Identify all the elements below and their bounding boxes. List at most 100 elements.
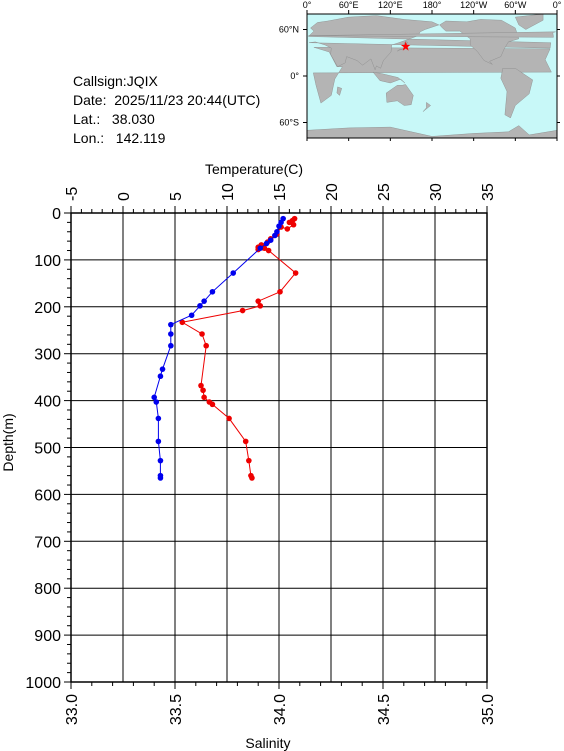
temperature-point [246,457,252,464]
bottom-axis-title: Salinity [245,735,290,751]
salinity-point [155,438,162,445]
salinity-point [276,223,282,229]
temperature-point [209,401,216,408]
top-tick-label: 20 [324,183,341,201]
salinity-point [168,342,174,349]
y-tick-label: 800 [34,581,61,598]
top-tick-label: 0 [116,192,133,201]
temperature-point [277,288,283,295]
temperature-point [284,226,291,232]
salinity-point [153,399,160,405]
bottom-tick-label: 34.5 [376,694,393,725]
top-axis-title: Temperature(C) [205,161,303,177]
map-lat-label: 60°N [279,25,299,35]
temperature-point [265,247,272,254]
salinity-point [209,288,216,295]
temperature-point [249,475,255,481]
salinity-point [157,457,164,464]
map-lat-label: 60°S [279,118,299,128]
temperature-point [203,342,209,349]
top-tick-label: -5 [64,187,81,201]
temperature-point [200,387,206,394]
temperature-point [261,245,268,251]
salinity-point [201,298,207,304]
salinity-point [257,245,264,251]
y-tick-label: 300 [34,347,61,364]
temperature-point [255,298,261,304]
top-tick-label: 10 [220,183,237,201]
callsign-text: Callsign:JQIX [73,73,158,89]
temperature-point [286,219,293,226]
y-tick-label: 100 [34,253,61,270]
top-tick-label: 25 [376,183,393,201]
map-lon-label: 0° [303,0,312,10]
madagascar-land [336,86,342,96]
salinity-point [157,475,164,481]
indonesia-land [372,71,406,84]
map-lon-label: 60°W [504,0,527,10]
y-axis-title: Depth(m) [0,413,16,471]
temperature-point [199,331,205,337]
temperature-point [226,415,232,422]
salinity-point [159,366,166,372]
y-tick-label: 0 [52,206,61,223]
salinity-series [151,215,286,481]
bottom-tick-label: 33.5 [168,694,185,725]
top-tick-label: 5 [168,192,185,201]
temperature-point [292,270,299,276]
eurasia-land [307,15,552,71]
temperature-point [242,438,249,445]
temperature-point [179,319,186,326]
salinity-point [151,394,157,401]
bottom-tick-label: 35.0 [480,694,497,725]
map-lon-label: 180° [423,0,442,10]
salinity-point [168,331,174,337]
temperature-point [198,382,204,389]
uk-land [308,31,556,38]
salinity-point [272,232,278,239]
y-tick-label: 600 [34,487,61,504]
top-tick-label: 30 [428,183,445,201]
map-lat-label: 0° [290,71,299,81]
temperature-point [257,303,264,309]
date-text: Date: 2025/11/23 20:44(UTC) [73,92,261,108]
new-zealand-land [422,102,431,112]
australia-land [385,84,414,106]
salinity-point [197,303,203,309]
salinity-point [230,270,237,276]
bottom-tick-label: 34.0 [272,694,289,725]
salinity-point [155,415,162,422]
top-tick-label: 35 [480,183,497,201]
top-tick-label: 15 [272,183,289,201]
y-tick-label: 400 [34,394,61,411]
bottom-tick-label: 33.0 [64,694,81,725]
station-marker-icon [400,41,411,51]
y-tick-label: 700 [34,534,61,551]
longitude-text: Lon.: 142.119 [73,130,166,146]
salinity-point [168,321,174,328]
map-lon-label: 60°E [339,0,359,10]
map-lon-label: 120°E [378,0,403,10]
greenland-land [515,13,544,30]
south-america-land [500,68,533,119]
latitude-text: Lat.: 38.030 [73,111,155,127]
salinity-line [153,218,284,478]
salinity-point [267,237,274,244]
y-tick-label: 900 [34,628,61,645]
temperature-point [239,307,246,314]
y-tick-label: 1000 [25,675,61,692]
chart-grid [70,212,488,683]
station-info: Callsign:JQIX Date: 2025/11/23 20:44(UTC… [73,72,260,148]
y-tick-label: 500 [34,441,61,458]
y-tick-label: 200 [34,300,61,317]
temperature-series [179,215,299,481]
map-lon-label: 0° [553,0,562,10]
salinity-point [157,373,164,380]
north-america-land [439,19,520,65]
temperature-point [290,221,297,228]
world-map: 0° 60°E 120°E 180° 120°W 60°W 0° 60°N 0° 60°S [279,0,562,141]
map-lon-label: 120°W [460,0,488,10]
salinity-point [188,312,195,319]
temperature-point [201,394,207,401]
